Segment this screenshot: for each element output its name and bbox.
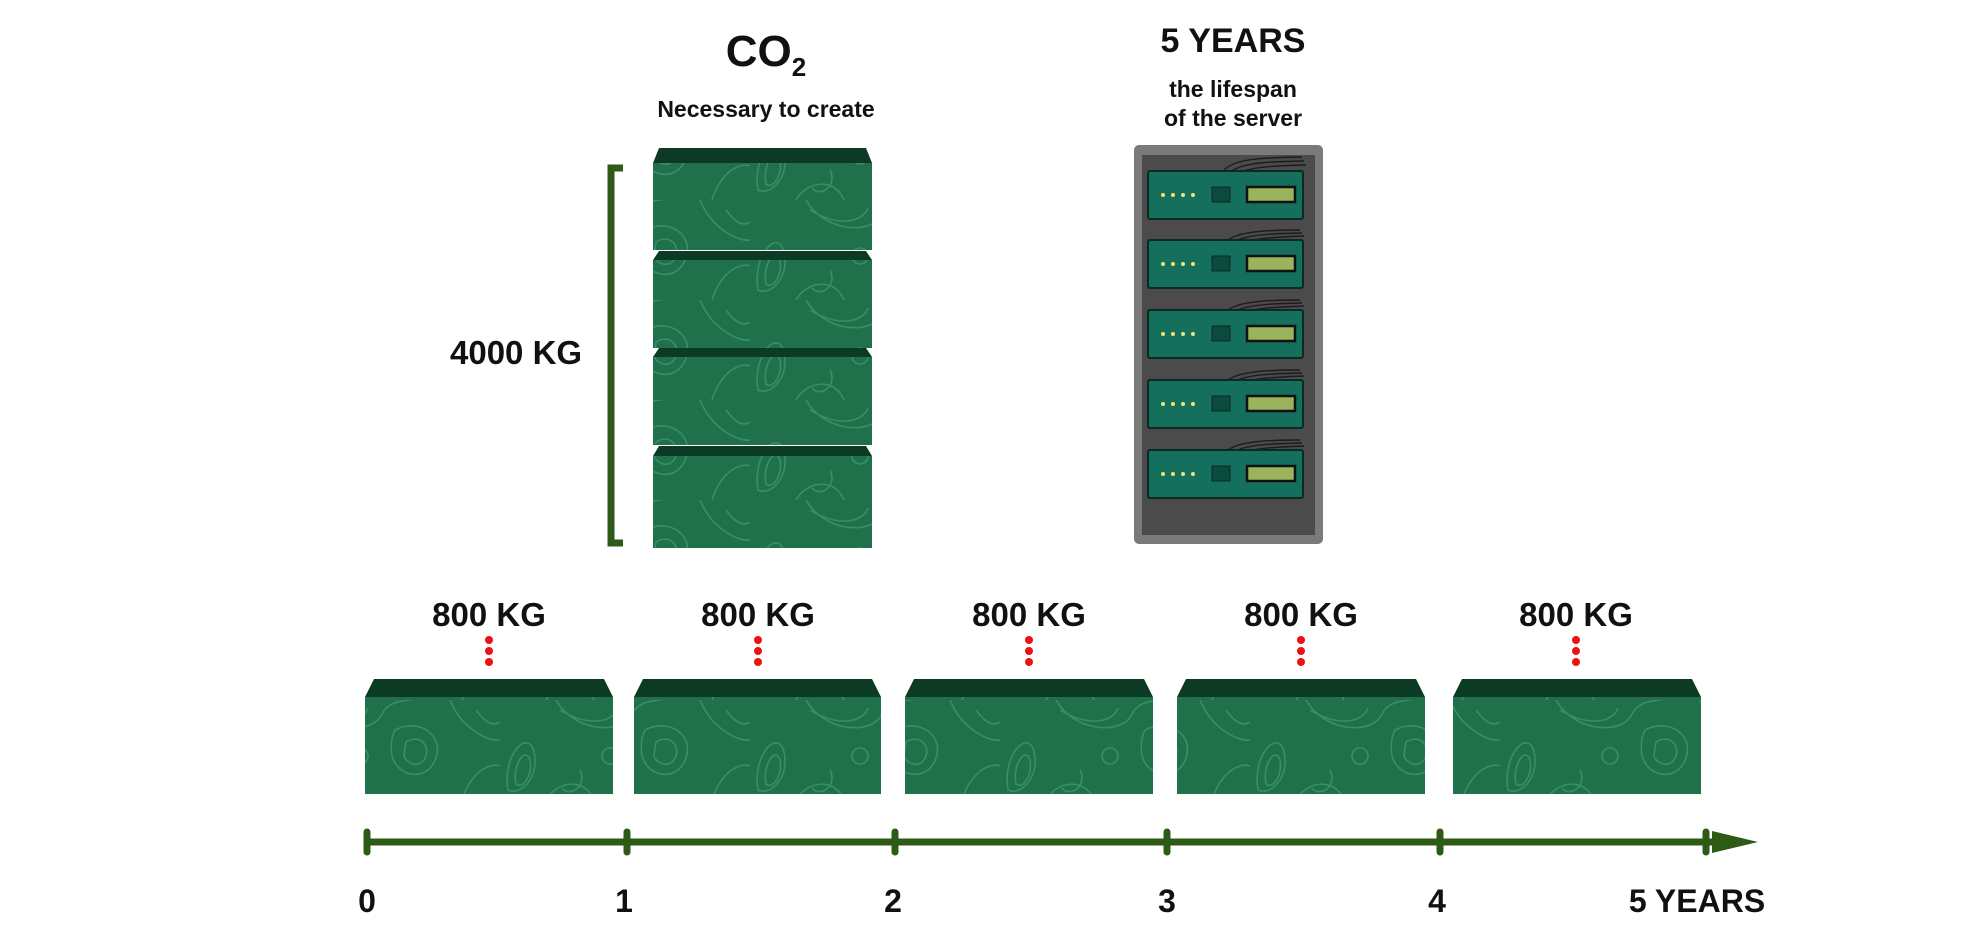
leader-dots-1 bbox=[485, 636, 493, 666]
lifespan-title: 5 YEARS bbox=[1160, 22, 1306, 60]
timeline-tick-label-5: 5 YEARS bbox=[1628, 883, 1766, 919]
total-bracket bbox=[607, 164, 623, 547]
leader-dots-3 bbox=[1025, 636, 1033, 666]
display-screen-icon bbox=[1245, 324, 1297, 343]
total-emissions-label: 4000 KG bbox=[450, 334, 583, 371]
year-2-emission-label: 800 KG bbox=[701, 596, 815, 633]
year-1-emission-label: 800 KG bbox=[432, 596, 546, 633]
timeline-tick-label-0: 0 bbox=[358, 883, 376, 919]
timeline-tick-label-2: 2 bbox=[884, 883, 902, 919]
co2-stack bbox=[653, 148, 872, 548]
server-unit-2 bbox=[1147, 239, 1304, 289]
timeline-axis bbox=[363, 828, 1758, 856]
stack-block-4 bbox=[653, 446, 872, 548]
lifespan-caption: the lifespan of the server bbox=[1164, 75, 1302, 133]
year-3-emission-label: 800 KG bbox=[972, 596, 1086, 633]
timeline-tick-label-1: 1 bbox=[615, 883, 633, 919]
lifespan-caption-line-2: of the server bbox=[1163, 105, 1303, 131]
leader-dots-4 bbox=[1297, 636, 1305, 666]
timeline-tick-label-4: 4 bbox=[1428, 883, 1446, 919]
year-block-4 bbox=[1177, 679, 1425, 794]
server-unit-3 bbox=[1147, 309, 1304, 359]
display-screen-icon bbox=[1245, 185, 1297, 204]
co2-caption: Necessary to create bbox=[657, 96, 875, 122]
server-unit-4 bbox=[1147, 379, 1304, 429]
year-block-2 bbox=[634, 679, 881, 794]
status-leds-icon bbox=[1161, 262, 1195, 266]
status-leds-icon bbox=[1161, 472, 1195, 476]
year-block-5 bbox=[1453, 679, 1701, 794]
display-screen-icon bbox=[1245, 254, 1297, 273]
stack-block-1 bbox=[653, 148, 872, 250]
display-screen-icon bbox=[1245, 394, 1297, 413]
timeline-arrowhead-icon bbox=[1712, 831, 1758, 853]
co2-title: CO2 bbox=[725, 27, 807, 82]
leader-dots-2 bbox=[754, 636, 762, 666]
leader-dots-5 bbox=[1572, 636, 1580, 666]
status-leds-icon bbox=[1161, 332, 1195, 336]
yearly-blocks bbox=[365, 679, 1701, 794]
server-rack bbox=[1134, 145, 1323, 544]
timeline-tick-label-3: 3 bbox=[1158, 883, 1176, 919]
status-leds-icon bbox=[1161, 193, 1195, 197]
server-unit-5 bbox=[1147, 449, 1304, 499]
year-block-1 bbox=[365, 679, 613, 794]
server-unit-1 bbox=[1147, 170, 1304, 220]
stack-block-3 bbox=[653, 348, 872, 445]
status-leds-icon bbox=[1161, 402, 1195, 406]
lifespan-caption-line-1: the lifespan bbox=[1169, 76, 1297, 102]
dotted-leaders bbox=[485, 636, 1580, 666]
stack-block-2 bbox=[653, 251, 872, 348]
year-5-emission-label: 800 KG bbox=[1519, 596, 1633, 633]
year-block-3 bbox=[905, 679, 1153, 794]
year-4-emission-label: 800 KG bbox=[1244, 596, 1358, 633]
display-screen-icon bbox=[1245, 464, 1297, 483]
